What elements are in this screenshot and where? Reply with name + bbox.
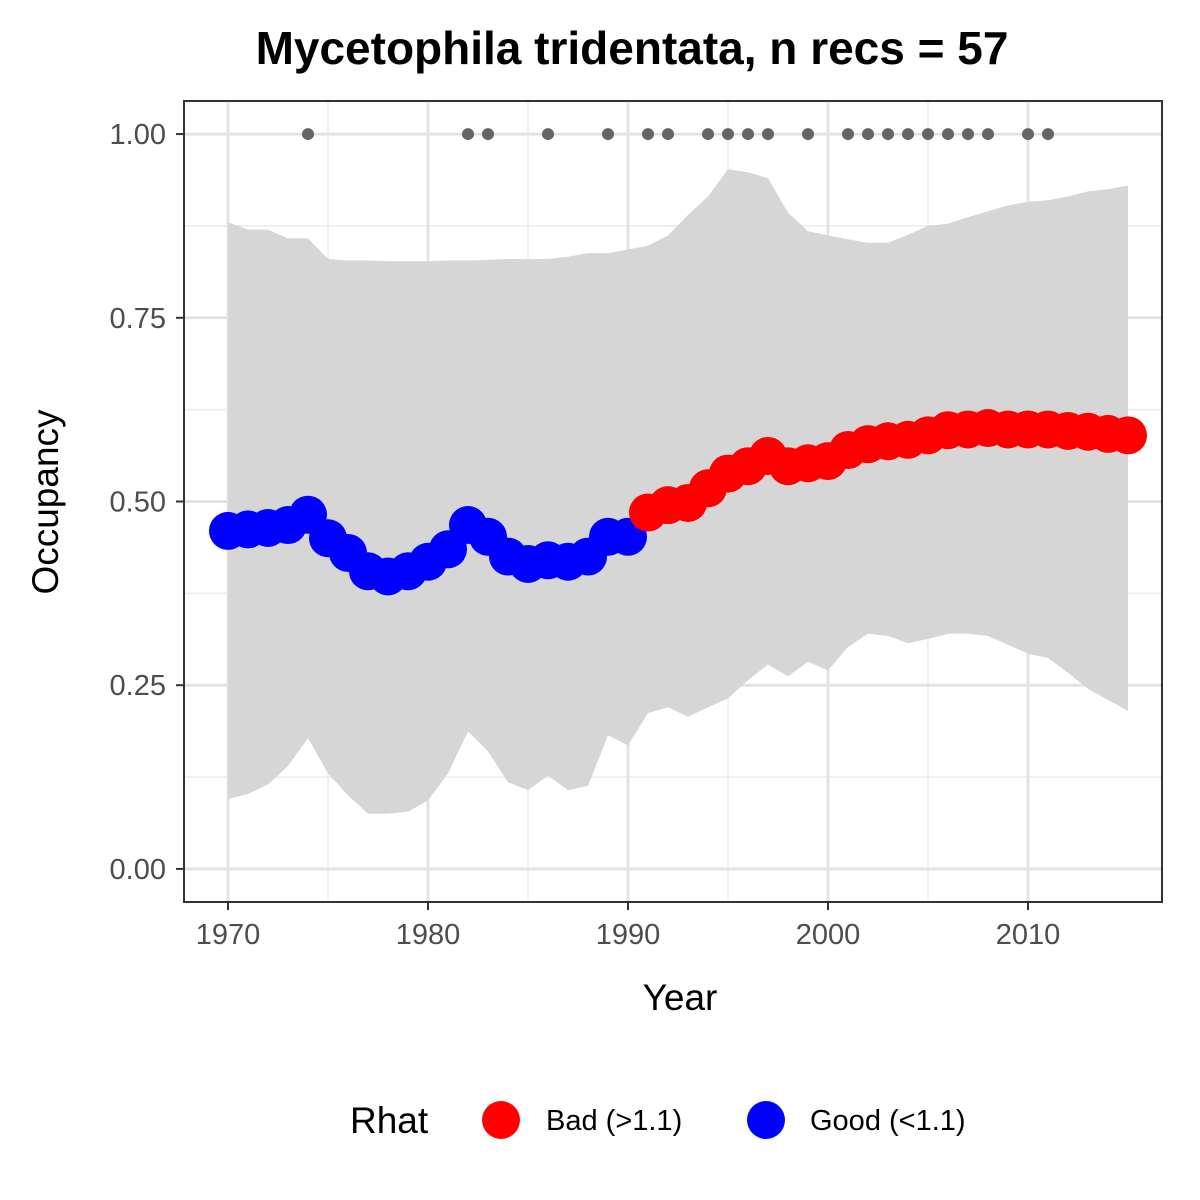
record-marker	[702, 128, 714, 141]
y-tick-label: 0.75	[110, 303, 166, 335]
record-marker	[962, 128, 974, 141]
y-tick-label: 1.00	[110, 119, 166, 151]
record-marker	[542, 128, 554, 141]
record-marker	[482, 128, 494, 141]
chart-title: Mycetophila tridentata, n recs = 57	[256, 22, 1009, 74]
record-marker	[642, 128, 654, 141]
record-marker	[662, 128, 674, 141]
record-marker	[722, 128, 734, 141]
occupancy-point	[1109, 416, 1147, 455]
record-marker	[802, 128, 814, 141]
record-marker	[1042, 128, 1054, 141]
axes: 1970 1980 1990 2000 2010 0.00 0.25 0.50 0.75 1.00	[110, 119, 1061, 951]
record-marker	[742, 128, 754, 141]
legend: Rhat Bad (>1.1) Good (<1.1)	[350, 1100, 966, 1141]
record-marker	[862, 128, 874, 141]
x-tick-label: 2010	[996, 919, 1061, 951]
record-marker	[922, 128, 934, 141]
x-axis-title: Year	[643, 977, 718, 1018]
y-axis-title: Occupancy	[25, 409, 66, 595]
x-tick-label: 1990	[596, 919, 661, 951]
record-marker	[882, 128, 894, 141]
record-marker	[1022, 128, 1034, 141]
y-tick-label: 0.50	[110, 487, 166, 519]
y-tick-label: 0.00	[110, 854, 166, 886]
record-marker	[842, 128, 854, 141]
legend-key-good	[747, 1101, 785, 1139]
legend-title: Rhat	[350, 1100, 429, 1141]
x-tick-label: 2000	[796, 919, 861, 951]
legend-label-bad: Bad (>1.1)	[546, 1105, 682, 1137]
occupancy-points	[209, 409, 1147, 596]
record-marker	[462, 128, 474, 141]
record-marker	[982, 128, 994, 141]
record-marker	[942, 128, 954, 141]
record-marker	[602, 128, 614, 141]
x-tick-label: 1980	[396, 919, 461, 951]
legend-key-bad	[482, 1101, 520, 1139]
x-tick-label: 1970	[196, 919, 261, 951]
legend-label-good: Good (<1.1)	[810, 1105, 966, 1137]
record-marker	[302, 128, 314, 141]
y-tick-label: 0.25	[110, 670, 166, 702]
record-marker	[902, 128, 914, 141]
record-marker	[762, 128, 774, 141]
record-markers	[302, 128, 1054, 141]
